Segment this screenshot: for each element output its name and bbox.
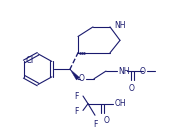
Text: NH: NH — [118, 67, 129, 76]
Text: F: F — [75, 107, 79, 116]
Text: F: F — [75, 92, 79, 100]
Text: OH: OH — [115, 99, 127, 108]
Text: NH: NH — [114, 21, 126, 30]
Text: O: O — [129, 84, 135, 93]
Text: O: O — [140, 67, 146, 76]
Text: O: O — [79, 74, 85, 83]
Text: O: O — [104, 116, 110, 125]
Polygon shape — [70, 69, 80, 80]
Text: F: F — [93, 120, 97, 129]
Text: Cl: Cl — [26, 56, 34, 65]
